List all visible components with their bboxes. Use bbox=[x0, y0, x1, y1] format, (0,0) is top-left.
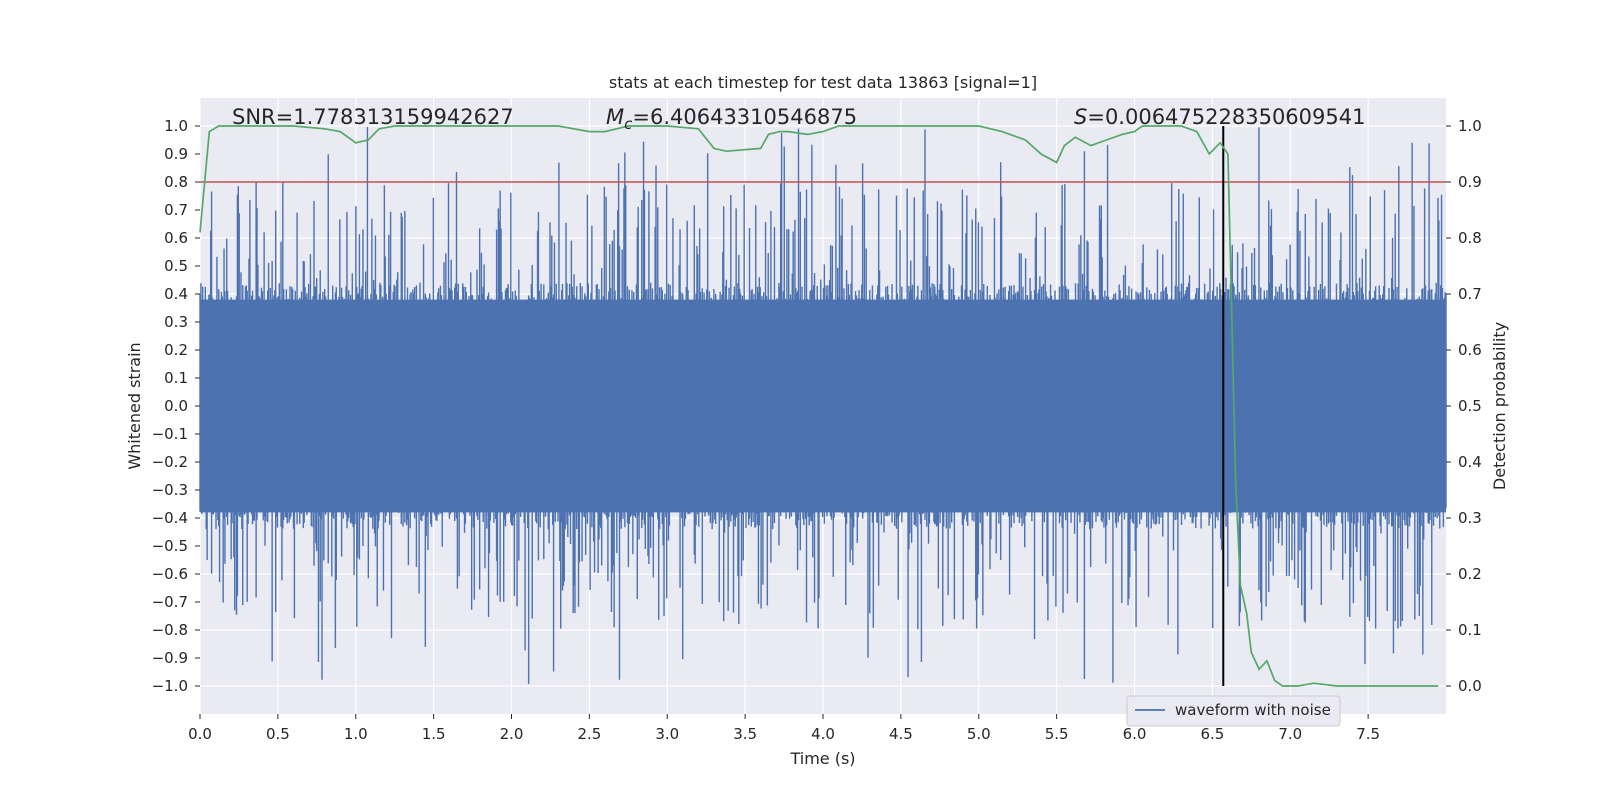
y-tick-label: 1.0 bbox=[164, 117, 188, 135]
snr-annotation: SNR=1.778313159942627 bbox=[232, 105, 514, 129]
y2-tick-label: 0.4 bbox=[1458, 453, 1482, 471]
y2-axis-ticks: 0.0 0.1 0.2 0.3 0.4 0.5 0.6 0.7 0.8 0.9 1.0 bbox=[1446, 117, 1482, 695]
y-tick-label: −0.2 bbox=[152, 453, 188, 471]
detection-probability-series bbox=[199, 125, 1439, 687]
y-tick-label: 0.1 bbox=[164, 369, 188, 387]
x-tick-label: 4.0 bbox=[811, 725, 835, 743]
x-tick-label: 1.5 bbox=[422, 725, 446, 743]
y2-axis-label: Detection probability bbox=[1490, 322, 1509, 490]
x-tick-label: 4.5 bbox=[889, 725, 913, 743]
waveform-core bbox=[200, 299, 1446, 513]
y-tick-label: 0.4 bbox=[164, 285, 188, 303]
y2-tick-label: 0.5 bbox=[1458, 397, 1482, 415]
waveform-series bbox=[199, 126, 1447, 684]
y2-tick-label: 0.9 bbox=[1458, 173, 1482, 191]
x-tick-label: 0.0 bbox=[188, 725, 212, 743]
x-tick-label: 2.5 bbox=[577, 725, 601, 743]
y-tick-label: −0.1 bbox=[152, 425, 188, 443]
y2-tick-label: 0.0 bbox=[1458, 677, 1482, 695]
y-tick-label: −0.3 bbox=[152, 481, 188, 499]
y-axis-ticks: −1.0 −0.9 −0.8 −0.7 −0.6 −0.5 −0.4 −0.3 −0.2 −0.1… bbox=[152, 117, 200, 695]
x-tick-label: 6.5 bbox=[1200, 725, 1224, 743]
y-tick-label: 0.5 bbox=[164, 257, 188, 275]
legend: waveform with noise bbox=[1126, 695, 1341, 727]
y-tick-label: −0.9 bbox=[152, 649, 188, 667]
x-tick-label: 5.0 bbox=[967, 725, 991, 743]
y2-tick-label: 0.8 bbox=[1458, 229, 1482, 247]
y-tick-label: 0.3 bbox=[164, 313, 188, 331]
y-tick-label: −0.6 bbox=[152, 565, 188, 583]
y2-tick-label: 0.3 bbox=[1458, 509, 1482, 527]
y2-tick-label: 0.6 bbox=[1458, 341, 1482, 359]
x-tick-label: 3.0 bbox=[655, 725, 679, 743]
chart-title: stats at each timestep for test data 138… bbox=[609, 73, 1037, 92]
y-tick-label: −0.7 bbox=[152, 593, 188, 611]
y2-tick-label: 0.1 bbox=[1458, 621, 1482, 639]
y2-tick-label: 0.7 bbox=[1458, 285, 1482, 303]
chirp-mass-annotation: Mc=6.40643310546875 bbox=[606, 105, 857, 133]
y-tick-label: 0.2 bbox=[164, 341, 188, 359]
y-tick-label: 0.7 bbox=[164, 201, 188, 219]
y-tick-label: −0.8 bbox=[152, 621, 188, 639]
x-tick-label: 0.5 bbox=[266, 725, 290, 743]
x-axis-ticks: 0.0 0.5 1.0 1.5 2.0 2.5 3.0 3.5 4.0 4.5 5.0 5.5 6.0 6… bbox=[188, 714, 1380, 743]
y-tick-label: −0.4 bbox=[152, 509, 188, 527]
y-tick-label: 0.0 bbox=[164, 397, 188, 415]
legend-box bbox=[1126, 695, 1341, 727]
y-tick-label: 0.9 bbox=[164, 145, 188, 163]
y-tick-label: −1.0 bbox=[152, 677, 188, 695]
y2-tick-label: 0.2 bbox=[1458, 565, 1482, 583]
y-tick-label: −0.5 bbox=[152, 537, 188, 555]
x-tick-label: 2.0 bbox=[500, 725, 524, 743]
y2-tick-label: 1.0 bbox=[1458, 117, 1482, 135]
x-tick-label: 3.5 bbox=[733, 725, 757, 743]
y-axis-label: Whitened strain bbox=[125, 342, 144, 469]
x-tick-label: 7.0 bbox=[1278, 725, 1302, 743]
legend-label-waveform: waveform with noise bbox=[1175, 701, 1331, 719]
x-tick-label: 1.0 bbox=[344, 725, 368, 743]
y-tick-label: 0.8 bbox=[164, 173, 188, 191]
x-tick-label: 6.0 bbox=[1123, 725, 1147, 743]
x-tick-label: 5.5 bbox=[1045, 725, 1069, 743]
x-tick-label: 7.5 bbox=[1356, 725, 1380, 743]
s-annotation: S=0.006475228350609541 bbox=[1074, 105, 1365, 129]
y-tick-label: 0.6 bbox=[164, 229, 188, 247]
x-axis-label: Time (s) bbox=[789, 749, 855, 768]
